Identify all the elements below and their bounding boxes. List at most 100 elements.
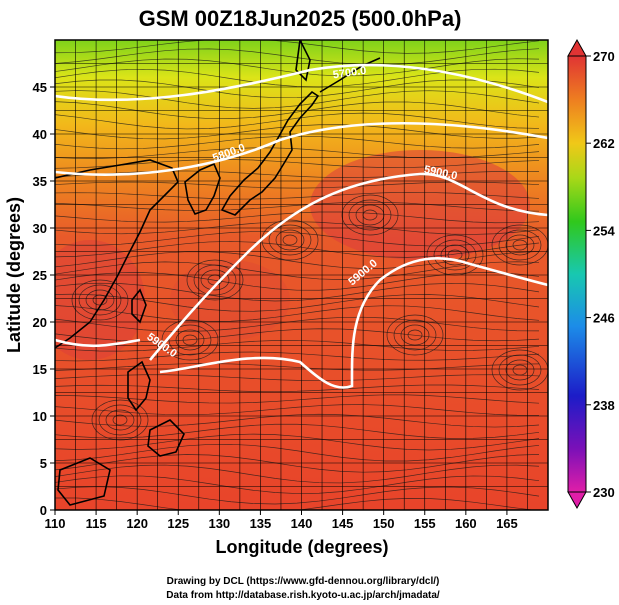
x-tick-label: 150 [373, 516, 395, 531]
chart-title: GSM 00Z18Jun2025 (500.0hPa) [139, 6, 462, 31]
x-tick-label: 125 [167, 516, 189, 531]
y-tick-label: 5 [40, 456, 47, 471]
coastline [147, 419, 185, 457]
eddy-ring [168, 324, 212, 356]
coastline [131, 288, 147, 324]
contour-line [55, 63, 548, 104]
streamline [55, 475, 540, 494]
x-tick-label: 160 [455, 516, 477, 531]
streamline [55, 404, 540, 416]
eddy-ring [512, 364, 528, 376]
x-tick-label: 130 [208, 516, 230, 531]
eddy-ring [282, 234, 298, 246]
y-axis-label: Latitude (degrees) [4, 197, 24, 353]
colorbar-top-arrow [567, 38, 587, 57]
eddy-ring [341, 194, 399, 236]
warm-core-east [310, 150, 530, 260]
eddy-ring [348, 199, 392, 231]
coastline [57, 457, 111, 506]
eddy-ring [71, 279, 129, 321]
streamline [55, 211, 540, 224]
coastline [319, 57, 381, 93]
warm-core-center [170, 260, 290, 340]
colorbar-ticks: 230 238 246 254 262 270 [586, 49, 615, 500]
streamline [55, 68, 540, 88]
contour-line [149, 172, 548, 361]
x-tick-label: 165 [496, 516, 518, 531]
y-tick-label: 35 [33, 174, 47, 189]
y-tick-label: 10 [33, 409, 47, 424]
streamline [55, 101, 540, 119]
colorbar-bottom-arrow [567, 491, 587, 510]
contour-line [55, 338, 141, 348]
eddy-ring [112, 414, 128, 426]
streamline [55, 231, 540, 247]
colorbar: 230 238 246 254 262 270 [567, 38, 615, 510]
eddy-ring [275, 229, 305, 251]
y-tick-label: 20 [33, 315, 47, 330]
coastline [295, 40, 311, 82]
y-tick-label: 0 [40, 503, 47, 518]
x-tick-label: 115 [86, 516, 107, 531]
eddy-ring [498, 229, 542, 261]
x-tick-label: 120 [126, 516, 148, 531]
streamline [55, 241, 540, 258]
streamline [55, 170, 540, 178]
y-tick-label: 45 [33, 80, 47, 95]
eddy-ring [440, 244, 470, 266]
contour-line [55, 121, 548, 176]
streamline [55, 58, 540, 77]
credit-drawing: Drawing by DCL (https://www.gfd-dennou.o… [167, 576, 440, 587]
y-tick-label: 25 [33, 268, 47, 283]
lat-lon-grid [55, 40, 548, 510]
streamline [55, 191, 540, 200]
wind-streamlines [55, 40, 548, 510]
streamline [55, 328, 540, 342]
eddy-ring [105, 409, 135, 431]
eddy-ring [193, 264, 237, 296]
colorbar-tick-label: 262 [593, 136, 615, 151]
streamline [55, 464, 540, 484]
streamline [55, 443, 540, 462]
streamline [55, 497, 536, 510]
colorbar-tick-label: 246 [593, 311, 615, 326]
eddy-ring [498, 354, 542, 386]
colorbar-tick-label: 254 [593, 223, 615, 238]
eddy-ring [433, 239, 477, 271]
x-axis-ticks: 110 115 120 125 130 135 140 145 150 155 160 165 [45, 510, 518, 531]
streamline [55, 282, 540, 302]
streamline [55, 79, 540, 99]
eddy-ring [505, 359, 535, 381]
eddy-ring [355, 204, 385, 226]
eddy-ring [186, 259, 244, 301]
eddy-ring [85, 289, 115, 311]
warm-core-west [55, 240, 145, 360]
streamline [55, 201, 540, 212]
eddy-ring [182, 334, 198, 346]
coastline [184, 162, 221, 215]
streamline [55, 272, 540, 291]
colorbar-scale [567, 55, 587, 493]
contour-label: 5700.0 [332, 65, 367, 82]
streamline [55, 305, 540, 322]
streamline [55, 48, 540, 66]
streamline [55, 374, 540, 382]
coastline [220, 90, 320, 216]
streamline [55, 423, 540, 439]
streamline [55, 351, 540, 362]
eddy-ring [78, 284, 122, 316]
contour-line [159, 257, 548, 389]
y-axis-ticks: 0 5 10 15 20 25 30 35 40 45 [33, 80, 55, 518]
streamline [55, 486, 540, 505]
colorbar-tick-label: 230 [593, 485, 615, 500]
x-tick-label: 110 [45, 516, 66, 531]
streamline [55, 221, 540, 235]
streamline [55, 112, 540, 130]
eddy-ring [512, 239, 528, 251]
eddy-ring [268, 224, 312, 256]
coastline [55, 159, 179, 349]
eddy-ring [393, 319, 437, 351]
eddy-ring [505, 234, 535, 256]
